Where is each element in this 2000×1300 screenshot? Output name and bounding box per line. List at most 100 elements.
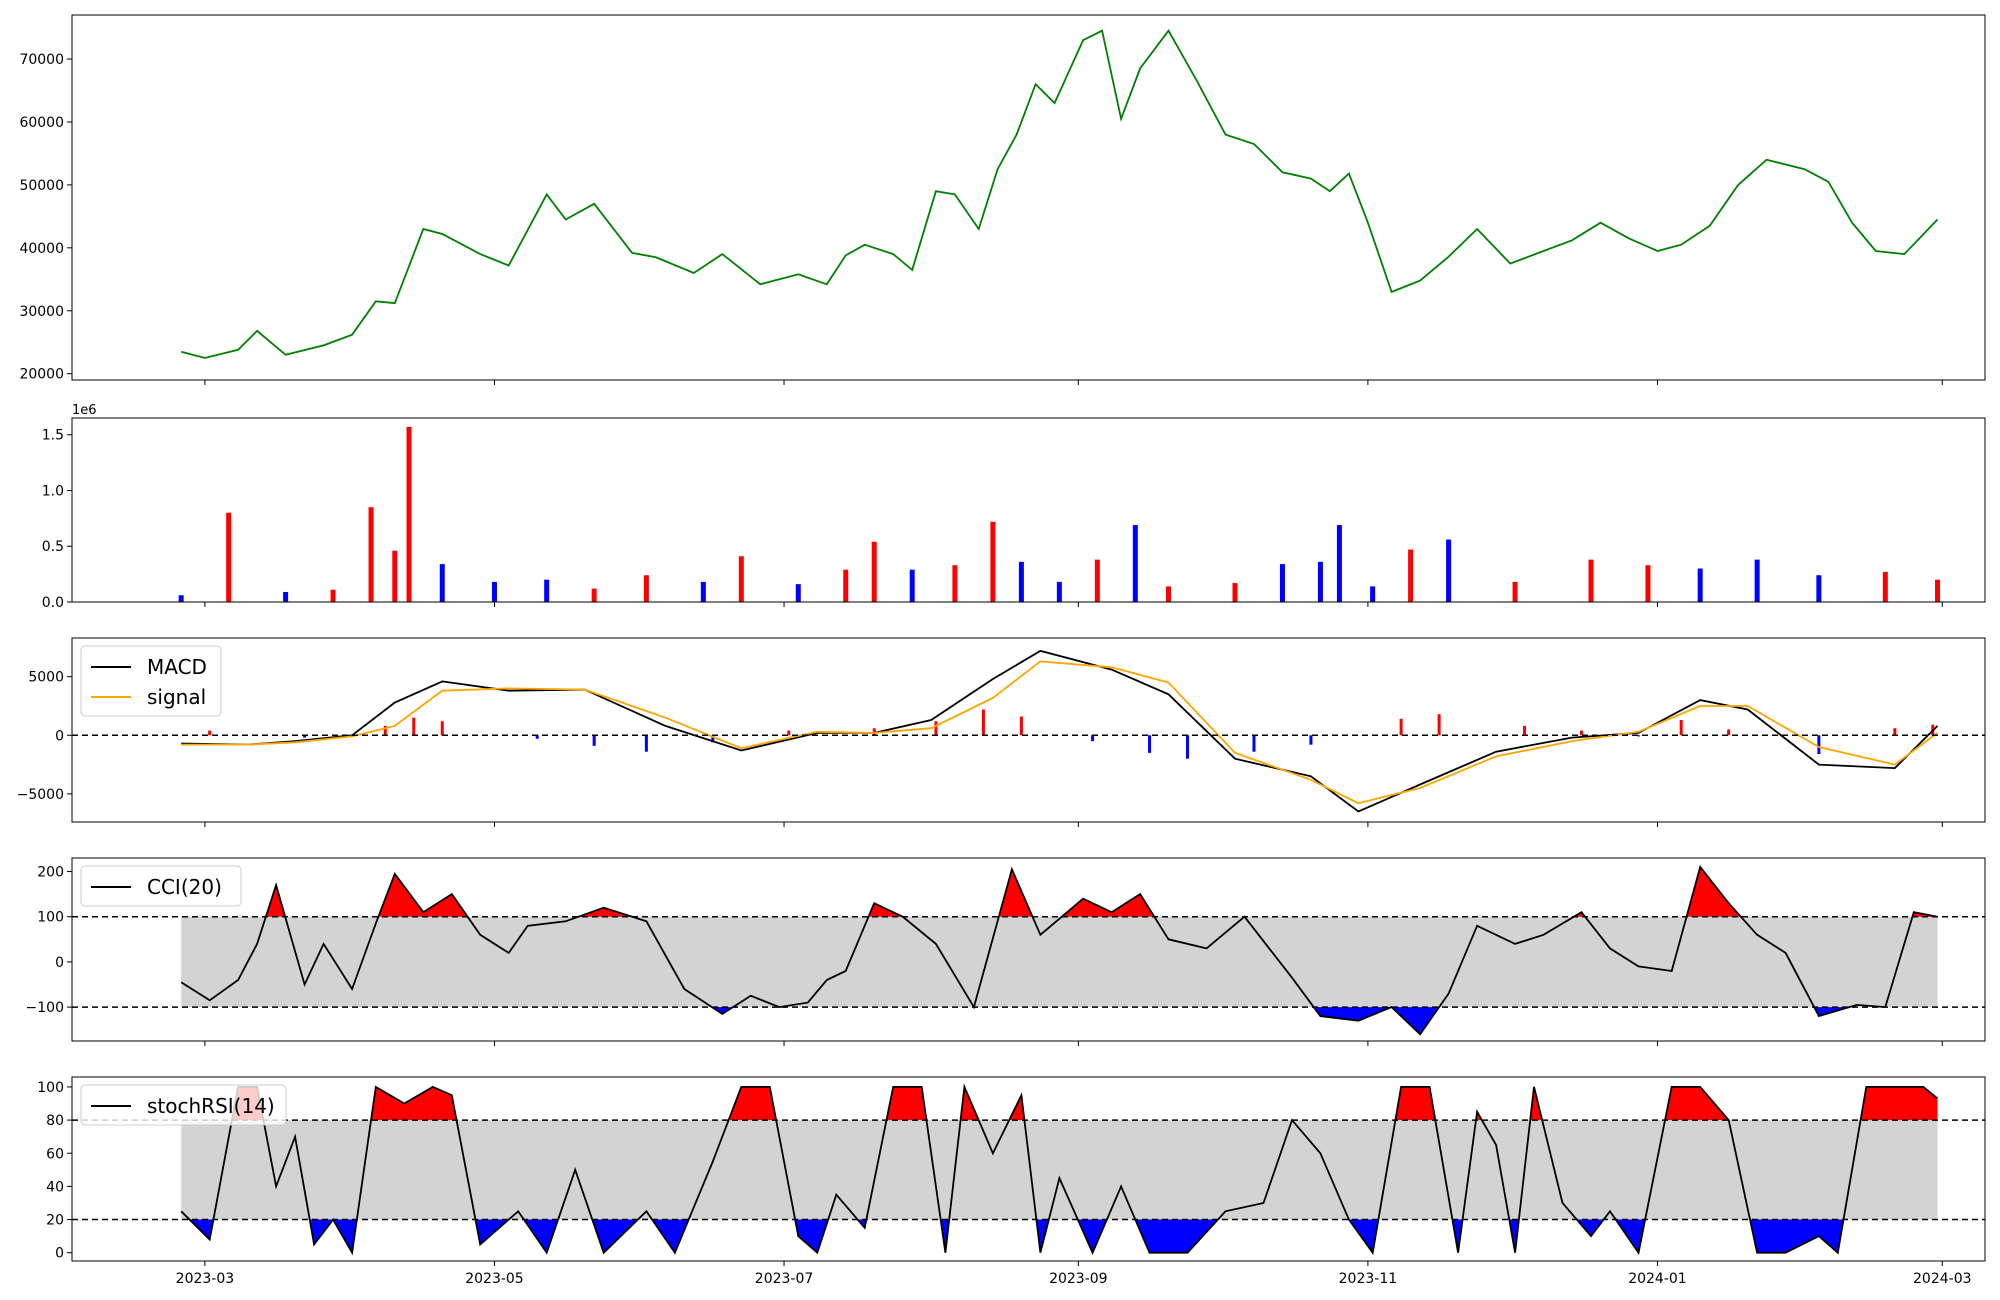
macd-histogram-bar — [981, 709, 985, 736]
volume-bar — [1166, 586, 1172, 602]
volume-bar — [439, 564, 445, 602]
macd-histogram-bar — [934, 721, 938, 736]
macd-histogram-bar — [1186, 735, 1190, 759]
y-tick-label: 0 — [55, 955, 64, 971]
volume-bar — [1645, 565, 1651, 602]
cci-overbought-fill — [265, 867, 1938, 917]
cci-neutral-band — [181, 916, 1938, 1008]
volume-bar — [1697, 568, 1703, 602]
y-tick-label: 200 — [37, 865, 64, 881]
volume-bar — [1018, 561, 1024, 602]
volume-bar — [643, 575, 649, 602]
volume-bar — [1056, 581, 1062, 602]
volume-bar — [795, 584, 801, 602]
macd-histogram-bar — [1817, 735, 1821, 755]
volume-bar — [1279, 564, 1285, 602]
macd-histogram-bar — [1309, 735, 1313, 745]
cci-oversold-fill — [711, 1007, 1850, 1035]
macd-legend: MACD signal — [80, 645, 222, 717]
y-tick-label: 100 — [37, 910, 64, 926]
volume-bar — [1317, 561, 1323, 602]
volume-bar — [843, 569, 849, 602]
macd-histogram-bar — [1523, 725, 1527, 736]
macd-axes-frame — [71, 637, 1986, 823]
volume-bar — [1588, 559, 1594, 602]
y-tick-label: 0.5 — [42, 539, 64, 555]
macd-histogram-bar — [1399, 718, 1403, 736]
y-tick-label: 60 — [46, 1146, 64, 1162]
x-tick-label: 2024-01 — [1628, 1271, 1687, 1287]
legend-label: CCI(20) — [147, 875, 222, 899]
volume-bar — [392, 550, 398, 602]
volume-bar — [491, 581, 497, 602]
legend-box — [80, 1084, 287, 1126]
x-tick-label: 2023-07 — [755, 1271, 814, 1287]
macd-histogram-bar — [208, 730, 212, 736]
volume-bar — [544, 579, 550, 602]
cci-line — [180, 865, 1938, 1036]
macd-histogram-bar — [1437, 714, 1441, 736]
cci-axes-frame — [71, 857, 1986, 1042]
macd-histogram-bar — [787, 730, 791, 736]
stochrsi-line — [180, 1083, 1939, 1256]
y-tick-label: −5000 — [17, 787, 64, 803]
panel-price: 20000 30000 40000 50000 60000 70000 — [19, 14, 1986, 385]
y-tick-label: 50000 — [19, 178, 64, 194]
macd-histogram-bar — [1893, 728, 1897, 736]
volume-bar — [1232, 583, 1238, 602]
volume-bar — [1816, 575, 1822, 602]
volume-bar — [909, 569, 915, 602]
y-tick-label: 20 — [46, 1213, 64, 1229]
macd-histogram-bar — [1091, 735, 1095, 742]
legend-label: MACD — [147, 655, 207, 679]
stochrsi-overbought-fill — [231, 1086, 1938, 1121]
y-tick-label: 60000 — [19, 115, 64, 131]
cci-legend: CCI(20) — [80, 865, 242, 907]
y-tick-label: 100 — [37, 1080, 64, 1096]
volume-bar — [330, 589, 336, 602]
volume-bar — [1882, 571, 1888, 602]
macd-histogram-bar — [711, 735, 715, 743]
macd-histogram-bar — [535, 735, 539, 739]
stochrsi-legend: stochRSI(14) — [80, 1084, 287, 1126]
volume-bar — [406, 426, 412, 602]
macd-line — [181, 649, 1939, 813]
macd-histogram-bar — [412, 717, 416, 736]
macd-histogram-bar — [644, 735, 648, 752]
volume-bar — [871, 541, 877, 602]
macd-histogram-bar — [1148, 735, 1152, 753]
y-tick-label: 80 — [46, 1113, 64, 1129]
volume-bar — [178, 595, 184, 602]
macd-histogram-bar — [1636, 735, 1640, 737]
x-axis: 2023-03 2023-05 2023-07 2023-09 2023-11 2024-… — [176, 1271, 1972, 1287]
legend-label: stochRSI(14) — [147, 1094, 275, 1118]
x-tick-label: 2023-03 — [176, 1271, 235, 1287]
x-tick-label: 2023-09 — [1049, 1271, 1108, 1287]
volume-multiplier-label: 1e6 — [72, 403, 97, 418]
macd-histogram-bar — [592, 735, 596, 746]
volume-axes-frame — [71, 417, 1986, 603]
volume-bar — [1754, 559, 1760, 602]
macd-histogram-bar — [1252, 735, 1256, 752]
legend-label: signal — [147, 685, 206, 709]
macd-histogram-bar — [383, 725, 387, 736]
volume-bar — [591, 588, 597, 602]
y-tick-label: 20000 — [19, 367, 64, 383]
macd-histogram-bar — [1580, 730, 1584, 736]
y-tick-label: 40 — [46, 1179, 64, 1195]
volume-bar — [1446, 539, 1452, 602]
y-tick-label: 1.0 — [42, 483, 64, 499]
panel-cci: −100 0 100 200 CCI(20) — [26, 857, 1986, 1046]
volume-bar — [1512, 581, 1518, 602]
y-tick-label: 40000 — [19, 241, 64, 257]
y-tick-label: 0.0 — [42, 595, 64, 611]
chart-panels: 2000030000400005000060000700000.00.51.01… — [17, 14, 1986, 1266]
macd-histogram-bar — [440, 721, 444, 736]
panel-stochrsi: 0 20 40 60 80 100 stochRSI(14) — [37, 1076, 1986, 1266]
macd-histogram-bar — [303, 735, 307, 738]
panel-volume: 0.0 0.5 1.0 1.5 — [42, 417, 1986, 611]
volume-bar — [700, 581, 706, 602]
x-tick-label: 2024-03 — [1913, 1271, 1972, 1287]
price-line — [180, 29, 1939, 359]
